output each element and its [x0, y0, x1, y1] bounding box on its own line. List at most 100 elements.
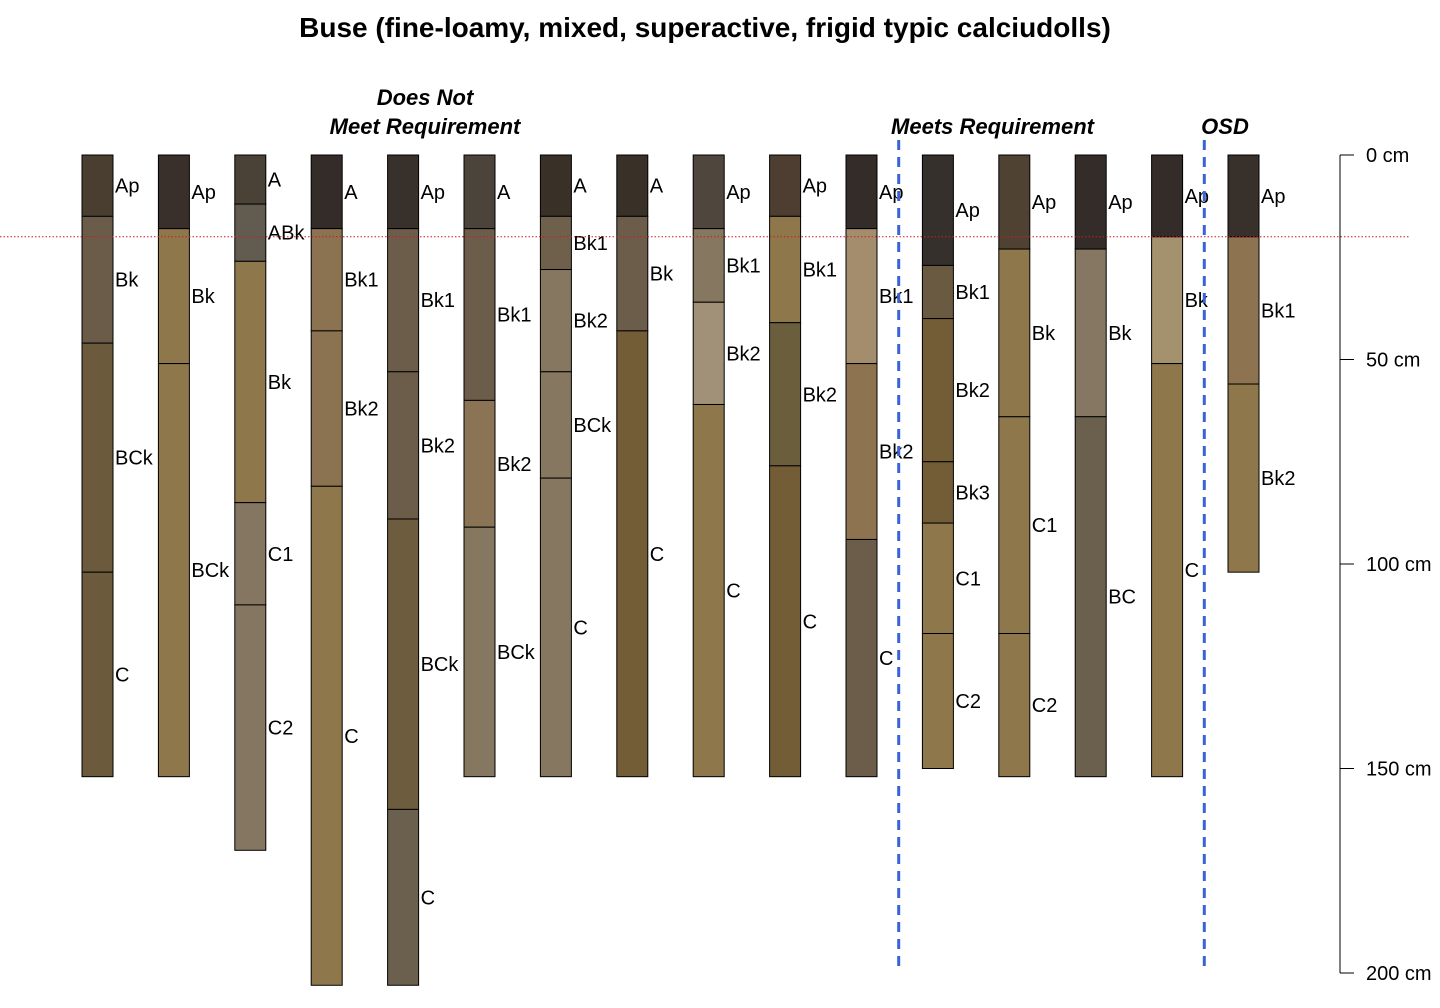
horizon-rect	[845, 228, 878, 365]
horizon-label: C	[726, 581, 740, 603]
horizon-rect	[921, 264, 954, 320]
horizon-rect	[463, 526, 496, 778]
horizon-label: C2	[1032, 695, 1058, 717]
horizon-label: Bk	[115, 270, 139, 292]
horizon-rect	[921, 318, 954, 463]
horizon-rect	[310, 154, 343, 230]
horizon-rect	[1151, 363, 1184, 778]
horizon-label: C	[344, 726, 358, 748]
horizon-rect	[81, 342, 114, 573]
horizon-rect	[539, 154, 572, 217]
horizon-rect	[387, 228, 420, 373]
horizon-rect	[310, 330, 343, 487]
depth-tick-label: 0 cm	[1366, 145, 1409, 167]
horizon-rect	[81, 215, 114, 344]
horizon-label: A	[268, 170, 282, 192]
horizon-label: BCk	[191, 560, 230, 582]
horizon-label: Bk1	[573, 233, 607, 255]
horizon-label: Ap	[726, 182, 750, 204]
horizon-label: C	[1185, 560, 1199, 582]
horizon-rect	[387, 808, 420, 986]
horizon-label: Bk2	[1261, 468, 1295, 490]
horizon-rect	[616, 154, 649, 217]
horizon-label: Bk2	[421, 435, 455, 457]
horizon-rect	[769, 465, 802, 778]
horizon-rect	[769, 154, 802, 217]
horizon-rect	[387, 154, 420, 230]
horizon-label: C1	[268, 544, 294, 566]
horizon-rect	[1074, 416, 1107, 778]
horizon-rect	[157, 363, 190, 778]
depth-tick-label: 50 cm	[1366, 350, 1420, 372]
horizon-rect	[692, 403, 725, 778]
horizon-label: A	[573, 176, 587, 198]
horizon-rect	[692, 301, 725, 405]
horizon-label: C	[115, 664, 129, 686]
horizon-rect	[463, 399, 496, 528]
horizon-rect	[998, 416, 1031, 635]
horizon-rect	[234, 154, 267, 205]
horizon-label: Bk	[650, 264, 674, 286]
horizon-rect	[463, 228, 496, 401]
horizon-rect	[1151, 236, 1184, 365]
group-label-does-not-meet: Does Not Meet Requirement	[329, 85, 521, 139]
horizon-label: C	[573, 617, 587, 639]
horizon-label: BCk	[497, 642, 536, 664]
horizon-label: Bk1	[726, 255, 760, 277]
horizon-rect	[539, 269, 572, 373]
horizon-rect	[921, 522, 954, 635]
horizon-label: Ap	[1261, 186, 1285, 208]
horizon-label: Bk2	[344, 399, 378, 421]
horizon-label: Bk2	[955, 380, 989, 402]
depth-tick-label: 100 cm	[1366, 554, 1432, 576]
horizon-rect	[81, 571, 114, 778]
horizon-rect	[1074, 154, 1107, 250]
horizon-label: Bk1	[803, 260, 837, 282]
horizon-rect	[234, 203, 267, 262]
horizon-rect	[463, 154, 496, 230]
horizon-label: BCk	[573, 415, 612, 437]
horizon-label: Ap	[421, 182, 445, 204]
group-label-osd: OSD	[1201, 114, 1249, 139]
horizon-rect	[157, 228, 190, 365]
horizon-label: C	[879, 648, 893, 670]
horizon-label: Bk1	[421, 290, 455, 312]
horizon-rect	[845, 154, 878, 230]
depth-tick-label: 150 cm	[1366, 759, 1432, 781]
horizon-rect	[1151, 154, 1184, 238]
horizon-rect	[234, 502, 267, 606]
depth-tick-label: 200 cm	[1366, 963, 1432, 985]
horizon-rect	[310, 485, 343, 986]
horizon-label: Ap	[191, 182, 215, 204]
horizon-label: A	[497, 182, 511, 204]
horizon-rect	[769, 322, 802, 467]
horizon-label: A	[344, 182, 358, 204]
horizon-rect	[234, 260, 267, 504]
horizon-label: Bk1	[879, 286, 913, 308]
horizon-label: Bk1	[344, 270, 378, 292]
group-label-meets: Meets Requirement	[891, 114, 1094, 139]
horizon-label: BC	[1108, 587, 1136, 609]
horizon-rect	[387, 371, 420, 520]
horizon-rect	[921, 633, 954, 770]
horizon-label: C1	[1032, 515, 1058, 537]
horizon-rect	[81, 154, 114, 217]
horizon-label: C1	[955, 568, 981, 590]
horizon-label: Bk2	[726, 343, 760, 365]
horizon-label: Bk	[1032, 323, 1056, 345]
horizon-rect	[769, 215, 802, 324]
horizon-label: C	[650, 544, 664, 566]
horizon-rect	[1227, 154, 1260, 238]
horizon-rect	[692, 228, 725, 303]
horizon-rect	[998, 154, 1031, 250]
horizon-rect	[310, 228, 343, 332]
horizon-label: C2	[955, 691, 981, 713]
horizon-rect	[234, 604, 267, 851]
horizon-rect	[845, 538, 878, 778]
chart-title: Buse (fine-loamy, mixed, superactive, fr…	[299, 12, 1111, 43]
horizon-label: Bk	[191, 286, 215, 308]
horizon-label: C2	[268, 718, 294, 740]
horizon-rect	[845, 363, 878, 540]
horizon-label: C	[803, 611, 817, 633]
